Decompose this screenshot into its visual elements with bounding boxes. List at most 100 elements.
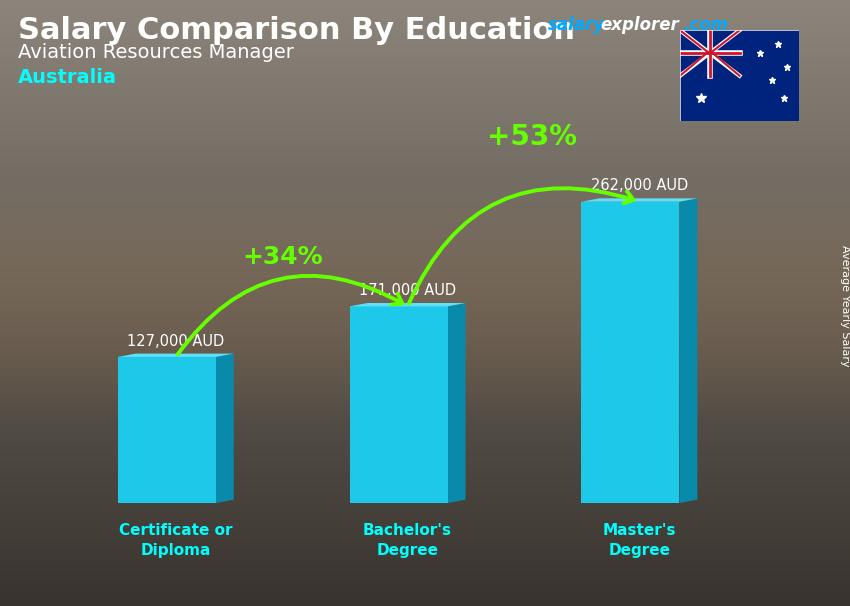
Bar <box>0 402 850 404</box>
Text: +34%: +34% <box>242 245 323 269</box>
Bar <box>0 81 850 83</box>
Bar <box>0 477 850 479</box>
Polygon shape <box>581 202 679 503</box>
FancyArrowPatch shape <box>409 188 633 304</box>
Text: Master's
Degree: Master's Degree <box>603 523 676 558</box>
Bar <box>0 559 850 562</box>
Bar <box>0 513 850 515</box>
Bar <box>0 541 850 544</box>
Bar <box>0 430 850 432</box>
Bar <box>0 441 850 442</box>
Bar <box>0 289 850 291</box>
Bar <box>0 600 850 602</box>
Bar <box>0 564 850 565</box>
Bar <box>0 527 850 529</box>
Bar <box>0 590 850 592</box>
Bar <box>0 210 850 212</box>
Bar <box>0 232 850 235</box>
Bar <box>0 544 850 545</box>
Bar <box>0 547 850 550</box>
Bar <box>0 461 850 462</box>
Bar <box>0 135 850 138</box>
Bar <box>0 297 850 299</box>
Bar <box>0 53 850 55</box>
Bar <box>0 299 850 301</box>
Bar <box>0 253 850 255</box>
Bar <box>0 125 850 127</box>
Bar <box>0 47 850 48</box>
Bar <box>0 196 850 198</box>
Bar <box>0 65 850 67</box>
Bar <box>0 303 850 305</box>
Bar <box>0 261 850 262</box>
Bar <box>0 164 850 165</box>
Bar <box>0 489 850 491</box>
Bar <box>0 129 850 132</box>
Bar <box>0 371 850 374</box>
Bar <box>0 501 850 503</box>
Bar <box>0 68 850 71</box>
Bar <box>0 551 850 553</box>
Bar <box>0 83 850 85</box>
Bar <box>0 553 850 556</box>
Bar <box>0 392 850 394</box>
Bar <box>0 218 850 220</box>
Bar <box>0 265 850 267</box>
Bar <box>0 408 850 410</box>
Bar <box>0 144 850 145</box>
Bar <box>0 362 850 364</box>
Bar <box>0 250 850 253</box>
Bar <box>0 271 850 273</box>
Bar <box>0 159 850 162</box>
Bar <box>0 145 850 147</box>
Bar <box>0 133 850 135</box>
Bar <box>0 380 850 382</box>
Bar <box>0 515 850 517</box>
Bar <box>0 152 850 153</box>
Bar <box>0 301 850 303</box>
Bar <box>0 509 850 511</box>
Bar <box>0 471 850 473</box>
Bar <box>0 204 850 206</box>
Bar <box>0 602 850 604</box>
Bar <box>0 138 850 139</box>
Bar <box>0 356 850 358</box>
Bar <box>0 424 850 426</box>
Bar <box>0 174 850 176</box>
Bar <box>0 141 850 144</box>
Bar <box>0 374 850 376</box>
Bar <box>0 535 850 538</box>
Bar <box>0 248 850 250</box>
Bar <box>0 168 850 170</box>
Bar <box>0 279 850 281</box>
Bar <box>0 521 850 523</box>
Bar <box>0 462 850 465</box>
Bar <box>0 0 850 2</box>
Bar <box>0 432 850 435</box>
Bar <box>0 85 850 87</box>
Bar <box>0 388 850 390</box>
Bar <box>0 519 850 521</box>
Bar <box>0 186 850 188</box>
Bar <box>0 103 850 105</box>
Bar <box>0 188 850 190</box>
Bar <box>0 396 850 398</box>
Bar <box>0 558 850 559</box>
Bar <box>0 35 850 36</box>
Bar <box>0 24 850 26</box>
Bar <box>0 50 850 53</box>
Bar <box>0 487 850 489</box>
Bar <box>0 347 850 350</box>
Bar <box>0 327 850 329</box>
Bar <box>0 386 850 388</box>
Bar <box>0 511 850 513</box>
Bar <box>0 41 850 42</box>
Text: Average Yearly Salary: Average Yearly Salary <box>840 245 850 367</box>
Bar <box>0 588 850 590</box>
Bar <box>0 453 850 454</box>
Bar <box>0 604 850 606</box>
Bar <box>0 428 850 430</box>
Bar <box>0 113 850 115</box>
Bar <box>0 182 850 184</box>
Bar <box>0 456 850 459</box>
